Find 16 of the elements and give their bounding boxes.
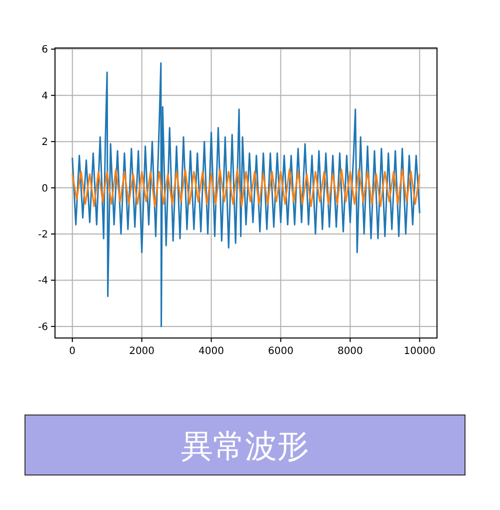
line-series <box>72 168 420 208</box>
y-tick-label: 0 <box>42 183 48 194</box>
y-tick-label: -4 <box>38 276 48 287</box>
y-tick-label: 4 <box>42 90 48 102</box>
x-tick-label: 8000 <box>337 346 363 357</box>
x-tick-label: 6000 <box>268 346 294 357</box>
x-tick-label: 10000 <box>404 346 436 357</box>
y-tick-label: -6 <box>38 322 48 333</box>
line-series <box>72 62 420 328</box>
x-tick-label: 4000 <box>198 346 224 357</box>
y-tick-label: 2 <box>42 137 48 148</box>
text: 異常波形 <box>181 427 309 465</box>
y-tick-label: -2 <box>38 230 48 241</box>
x-tick-label: 0 <box>69 346 76 357</box>
x-tick-label: 2000 <box>129 346 155 357</box>
y-tick-label: 6 <box>42 44 48 56</box>
